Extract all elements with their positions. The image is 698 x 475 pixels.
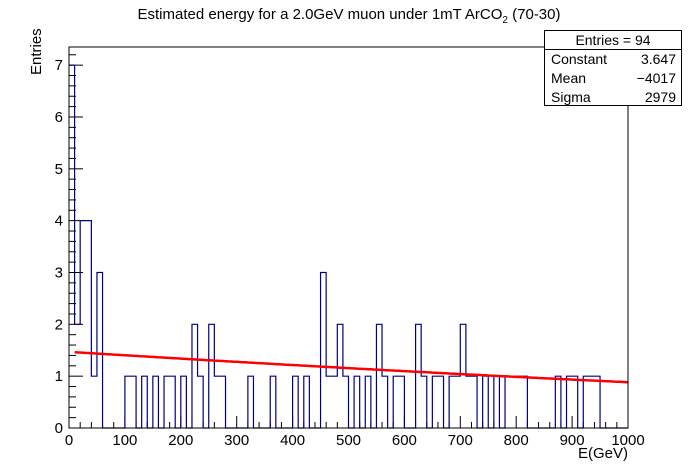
x-tick-label: 700 [448,432,473,449]
x-tick-label: 800 [504,432,529,449]
histogram-bin [594,376,600,428]
chart-title: Estimated energy for a 2.0GeV muon under… [137,6,561,26]
y-tick-label: 7 [55,57,63,74]
x-tick-label: 600 [392,432,417,449]
y-tick-label: 5 [55,161,63,178]
histogram-bin [416,324,422,428]
histogram-outline [69,64,628,429]
x-tick-label: 300 [224,432,249,449]
histogram-bin [365,376,371,428]
stats-sigma-row: Sigma 2979 [545,88,681,107]
histogram-bin [505,376,511,428]
x-tick-label: 400 [280,432,305,449]
histogram-bin [91,376,97,428]
histogram-bin [209,324,215,428]
histogram-bin [432,376,438,428]
y-tick-label: 1 [55,368,63,385]
y-tick-label: 4 [55,213,63,230]
histogram-bin [516,376,522,428]
stats-constant-label: Constant [551,51,608,67]
histogram-bin [142,376,148,428]
stats-sigma-value: 2979 [644,89,676,105]
histogram-bin [214,376,220,428]
x-tick-label: 0 [65,432,73,449]
stats-box: Entries = 94 Constant 3.647 Mean −4017 S… [544,30,682,106]
histogram-bin [572,376,578,428]
title-subscript: 2 [502,15,508,26]
histogram-bin [86,221,92,428]
histogram-bin [170,376,176,428]
histogram-bin [438,376,444,428]
x-tick-label: 900 [560,432,585,449]
fit-curve [74,350,629,384]
histogram-bin [69,65,75,428]
y-tick-label: 3 [55,264,63,281]
histogram-bin [343,376,349,428]
y-tick-label: 0 [55,420,63,437]
plot-frame [68,46,629,429]
histogram-bin [220,376,226,428]
histogram-bin [304,376,310,428]
histogram-bin [248,376,254,428]
histogram-bin [153,376,159,428]
histogram-bin [376,324,382,428]
axis-ticks [68,54,629,429]
histogram-bin [393,376,399,428]
histogram-bin [97,272,103,428]
histogram-bin [449,376,455,428]
histogram-bin [270,376,276,428]
histogram-bin [192,324,198,428]
histogram-bin [382,376,388,428]
x-tick-label: 100 [112,432,137,449]
histogram-bin [164,376,170,428]
histogram-bin [198,376,204,428]
y-tick-label: 6 [55,109,63,126]
stats-mean-row: Mean −4017 [545,69,681,88]
histogram-bin [555,376,561,428]
stats-constant-value: 3.647 [640,51,676,67]
histogram-bin [332,376,338,428]
stats-mean-value: −4017 [636,70,676,86]
histogram-bin [567,376,573,428]
stats-mean-label: Mean [551,70,587,86]
x-tick-label: 200 [168,432,193,449]
histogram-bin [421,376,427,428]
histogram-bin [181,376,187,428]
histogram-bin [455,376,461,428]
histogram-bin [399,376,405,428]
histogram-bin [354,376,360,428]
histogram-bin [337,324,343,428]
histogram-bin [293,376,299,428]
histogram-bin [466,376,472,428]
histogram-bin [511,376,517,428]
x-axis-label: E(GeV) [577,445,628,462]
y-tick-label: 2 [55,316,63,333]
histogram-bin [494,376,500,428]
histogram-bin [130,376,136,428]
stats-sigma-label: Sigma [551,89,591,105]
y-axis-label: Entries [28,28,45,75]
histogram-bin [589,376,595,428]
histogram-bin [483,376,489,428]
histogram-bin [321,272,327,428]
x-tick-label: 1000 [611,432,644,449]
stats-constant-row: Constant 3.647 [545,50,681,69]
tick-labels: 0 100 200 300 400 500 600 700 800 900 1000 0 1 2 3 4 5 6 7 [55,57,645,449]
x-tick-label: 500 [336,432,361,449]
stats-entries: Entries = 94 [545,31,681,50]
histogram-bin [522,376,528,428]
histogram-bin [583,376,589,428]
histogram-bin [460,324,466,428]
histogram-bin [326,376,332,428]
histogram-bars [69,64,628,429]
histogram-bin [471,376,477,428]
histogram-bin [125,376,131,428]
